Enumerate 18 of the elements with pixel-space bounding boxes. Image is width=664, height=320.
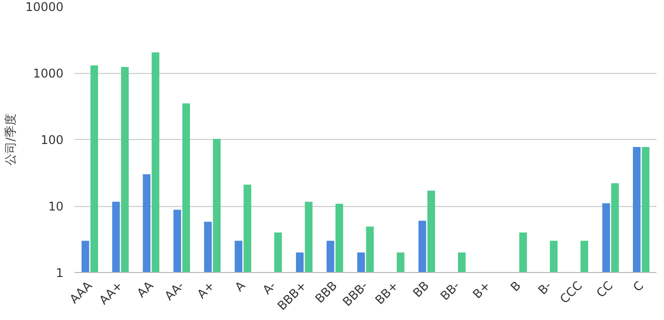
x-tick-label: A- — [260, 278, 279, 298]
x-tick-label: C — [630, 278, 646, 294]
y-tick-label: 10 — [48, 200, 64, 214]
y-axis-title: 公司/季度 — [3, 113, 18, 166]
x-tick-label: B+ — [470, 278, 493, 302]
x-tick-label: CC — [594, 278, 616, 300]
x-tick-label: A — [232, 278, 248, 294]
x-tick-label: BB — [410, 278, 432, 300]
y-tick-label: 1000 — [32, 66, 64, 80]
x-tick-label: AA- — [162, 278, 187, 304]
x-tick-label: BB- — [438, 278, 462, 304]
y-tick-label: 100 — [40, 133, 64, 147]
y-tick-label: 1 — [56, 266, 64, 280]
x-tick-label: A+ — [194, 278, 218, 302]
x-tick-label: AA — [134, 278, 157, 300]
y-tick-label: 10000 — [25, 0, 64, 14]
x-tick-label: B — [508, 278, 524, 294]
x-tick-label: B- — [535, 278, 554, 298]
